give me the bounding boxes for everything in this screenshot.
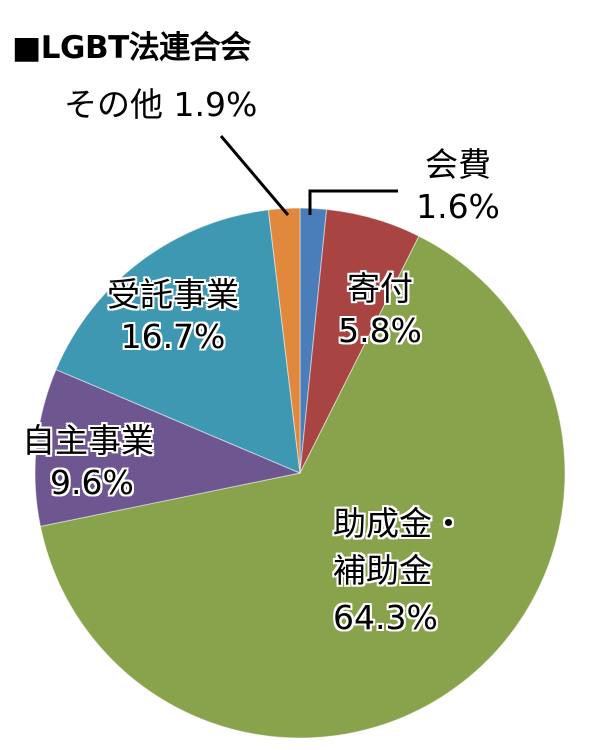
label-josei: 助成金・ 補助金 64.3% <box>333 500 465 641</box>
leader-line-kaihi <box>308 189 398 215</box>
label-kifu-name: 寄付 <box>347 269 413 308</box>
label-josei-pct: 64.3% <box>333 598 438 637</box>
label-jishu-name: 自主事業 <box>22 421 154 460</box>
label-jishu-pct: 9.6% <box>50 463 134 502</box>
label-sonota-text: その他 1.9% <box>64 85 258 124</box>
leader-line-sonota <box>219 135 290 216</box>
pie-slice-4 <box>55 209 301 474</box>
label-kifu-pct: 5.8% <box>338 311 422 350</box>
label-kaihi: 会費 1.6% <box>403 144 513 228</box>
label-kaihi-pct: 1.6% <box>416 187 500 226</box>
pie-slices <box>34 207 566 739</box>
label-josei-line2: 補助金 <box>333 551 432 590</box>
label-jutaku-name: 受託事業 <box>107 275 239 314</box>
label-kifu: 寄付 5.8% <box>325 268 435 352</box>
label-jutaku-pct: 16.7% <box>120 317 226 356</box>
label-jutaku: 受託事業 16.7% <box>88 274 258 358</box>
chart-title: ■LGBT法連合会 <box>12 30 251 66</box>
label-sonota: その他 1.9% <box>64 84 257 126</box>
pie-slice-3 <box>34 368 302 527</box>
pie-slice-2 <box>39 235 566 739</box>
label-josei-line1: 助成金・ <box>333 504 465 543</box>
label-jishu: 自主事業 9.6% <box>22 420 192 504</box>
label-kaihi-name: 会費 <box>425 145 491 184</box>
